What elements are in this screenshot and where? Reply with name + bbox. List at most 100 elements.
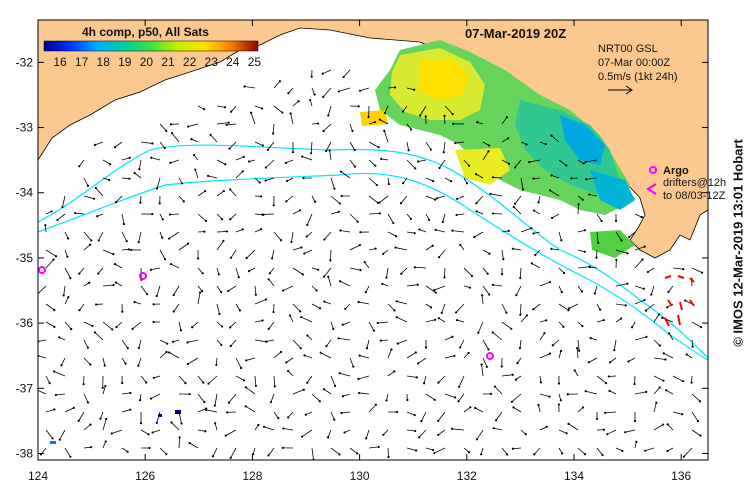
y-tick-label: -36	[16, 316, 34, 330]
x-tick-label: 128	[242, 469, 262, 483]
current-vector	[246, 357, 256, 361]
current-vector-head	[455, 213, 458, 217]
current-vector-head	[161, 236, 164, 239]
current-vector-head	[604, 411, 607, 414]
current-vector	[533, 231, 541, 234]
current-vector-head	[139, 201, 142, 204]
current-vector-head	[614, 219, 618, 222]
current-vector-head	[239, 366, 243, 370]
current-vector	[230, 339, 237, 347]
current-vector-head	[77, 419, 80, 422]
current-vector-head	[624, 431, 627, 434]
current-vector	[64, 321, 72, 330]
current-vector	[406, 159, 416, 169]
current-vector	[551, 248, 560, 251]
current-vector-head	[229, 256, 233, 259]
current-vector	[189, 442, 199, 449]
current-vector	[83, 321, 93, 327]
current-vector	[501, 303, 507, 313]
current-vector	[558, 267, 565, 274]
current-vector	[191, 321, 199, 328]
current-vector-head	[104, 384, 107, 388]
current-vector	[330, 211, 339, 215]
current-vector	[171, 422, 180, 431]
current-vector-head	[452, 122, 455, 125]
current-vector-head	[467, 451, 471, 454]
current-vector-head	[550, 247, 553, 250]
current-vector	[439, 159, 446, 169]
current-vector-head	[505, 311, 508, 314]
current-vector-head	[459, 243, 462, 247]
current-vector	[492, 332, 503, 341]
current-vector-head	[432, 179, 435, 183]
current-vector	[384, 105, 389, 114]
current-vector-head	[53, 325, 56, 328]
current-vector	[381, 158, 389, 161]
current-vector-head	[613, 348, 616, 352]
colorbar-tick-label: 19	[118, 55, 132, 69]
current-vector-head	[475, 210, 478, 213]
current-vector	[596, 375, 607, 384]
current-vector	[44, 225, 47, 233]
current-vector-head	[322, 95, 325, 98]
current-vector-head	[699, 400, 702, 403]
current-vector	[45, 429, 53, 439]
current-vector-head	[506, 453, 509, 456]
current-vector-head	[339, 170, 343, 173]
current-vector-head	[437, 433, 440, 437]
current-vector	[425, 285, 436, 293]
current-vector-head	[172, 293, 175, 297]
current-vector	[444, 267, 446, 278]
current-vector-head	[150, 156, 153, 159]
current-vector-head	[129, 391, 132, 395]
current-vector-head	[624, 304, 627, 307]
current-vector-head	[333, 418, 336, 421]
current-vector	[216, 285, 222, 293]
current-vector-head	[115, 325, 118, 329]
current-vector	[359, 87, 370, 92]
current-vector-head	[186, 341, 189, 344]
current-vector	[323, 267, 332, 278]
current-vector-head	[333, 187, 336, 190]
current-vector-head	[374, 164, 377, 167]
current-vector	[254, 299, 267, 305]
current-vector	[577, 204, 579, 215]
current-vector-head	[381, 282, 384, 286]
current-vector-head	[257, 423, 260, 427]
current-vector-head	[429, 148, 433, 151]
current-vector-head	[318, 307, 322, 310]
current-vector-head	[589, 265, 592, 269]
current-vector-head	[204, 189, 207, 193]
current-vector-head	[112, 253, 115, 256]
current-vector-head	[378, 212, 381, 215]
argo-arrow	[646, 183, 657, 195]
current-vector-head	[245, 256, 248, 260]
current-vector	[197, 213, 207, 222]
current-vector	[406, 447, 417, 451]
current-vector-head	[470, 274, 474, 278]
current-vector	[94, 332, 104, 341]
current-vector-head	[475, 202, 478, 205]
current-vector-head	[243, 85, 246, 88]
current-vector-head	[341, 395, 345, 398]
current-vector	[138, 159, 142, 170]
current-vector-head	[420, 419, 423, 423]
current-vector-head	[580, 290, 584, 293]
current-vector-head	[487, 150, 490, 153]
current-vector-head	[453, 354, 456, 357]
current-vector	[206, 409, 218, 413]
current-vector-head	[539, 381, 543, 384]
current-vector-head	[620, 239, 623, 242]
current-vector	[589, 194, 598, 197]
current-vector-head	[131, 327, 134, 330]
current-vector	[102, 321, 113, 330]
current-vector	[425, 319, 436, 323]
current-vector-head	[357, 105, 360, 108]
current-vector	[140, 195, 142, 203]
current-vector-head	[664, 358, 667, 361]
current-vector	[45, 259, 54, 269]
current-vector-head	[227, 121, 230, 124]
current-vector-head	[188, 392, 191, 396]
y-tick-label: -34	[16, 186, 34, 200]
current-vector-head	[409, 217, 412, 221]
